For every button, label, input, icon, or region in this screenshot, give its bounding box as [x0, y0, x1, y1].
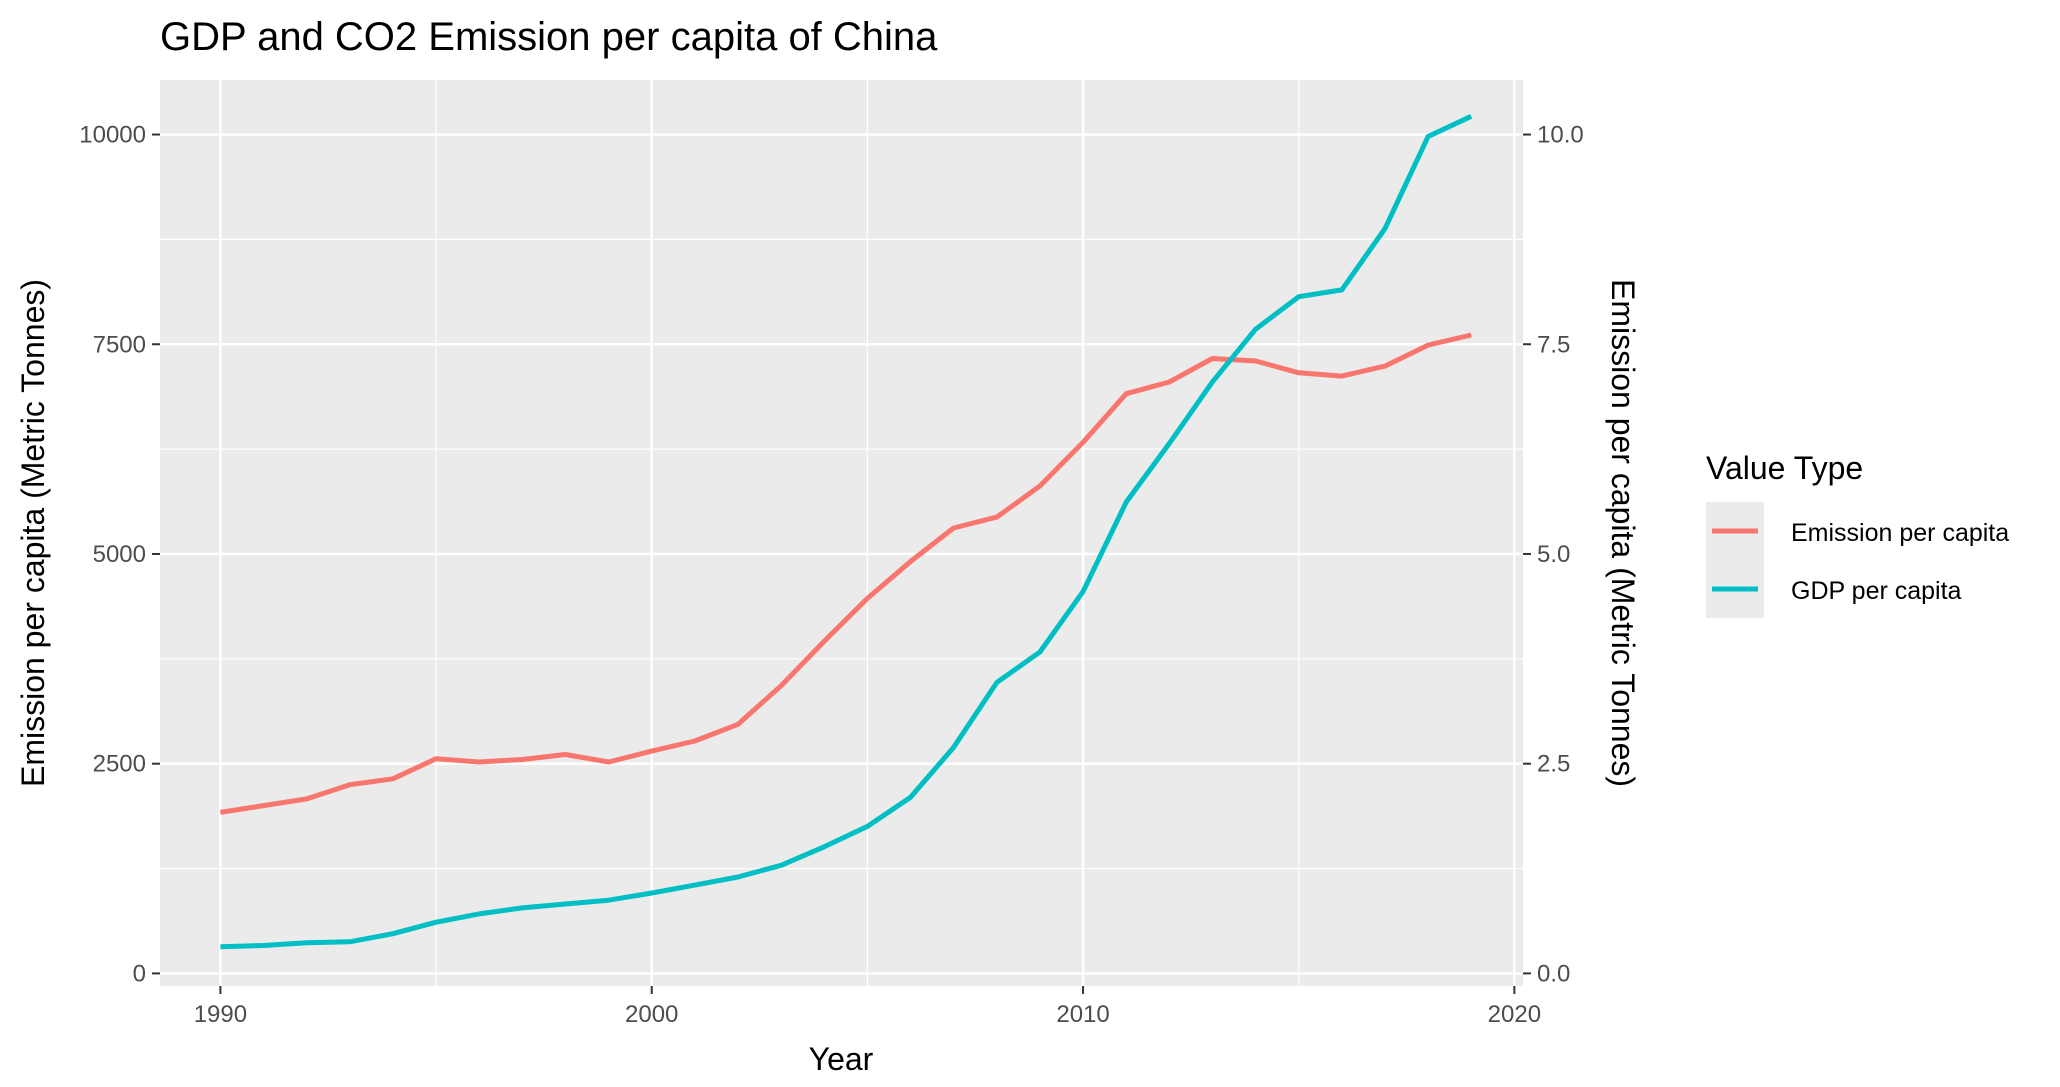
x-axis-title: Year — [809, 1041, 874, 1077]
y-tick-label: 7500 — [93, 331, 146, 358]
grid-major — [160, 80, 1523, 986]
y-tick-label: 2500 — [93, 751, 146, 778]
x-tick-label: 1990 — [194, 1001, 247, 1028]
series-line-gdp — [220, 114, 1473, 950]
y2-tick-label: 5.0 — [1537, 541, 1570, 568]
legend-label-gdp: GDP per capita — [1791, 577, 1962, 605]
x-tick-label: 2000 — [625, 1001, 678, 1028]
y-axis-left: 0 2500 5000 7500 10000 — [79, 122, 160, 987]
y2-tick-label: 0.0 — [1537, 960, 1570, 987]
legend-label-emission: Emission per capita — [1791, 519, 2009, 547]
x-tick-label: 2010 — [1056, 1001, 1109, 1028]
y-axis-title: Emission per capita (Metric Tonnes) — [15, 279, 51, 787]
y2-tick-label: 2.5 — [1537, 751, 1570, 778]
x-tick-label: 2020 — [1488, 1001, 1541, 1028]
chart-title: GDP and CO2 Emission per capita of China — [160, 15, 938, 59]
y-tick-label: 0 — [133, 960, 146, 987]
y-tick-label: 5000 — [93, 541, 146, 568]
y-axis-right: 0.0 2.5 5.0 7.5 10.0 — [1523, 122, 1584, 987]
y2-tick-label: 10.0 — [1537, 122, 1584, 149]
plot-panel — [160, 80, 1523, 986]
legend-title: Value Type — [1706, 450, 1863, 486]
series-layer — [220, 114, 1473, 950]
y2-axis-title: Emission per capita (Metric Tonnes) — [1605, 279, 1641, 787]
series-line-emission — [220, 332, 1472, 815]
legend: Value Type Emission per capita GDP per c… — [1706, 450, 2009, 618]
grid-minor — [160, 80, 1523, 986]
x-axis: 1990 2000 2010 2020 — [194, 986, 1541, 1028]
y2-tick-label: 7.5 — [1537, 331, 1570, 358]
y-tick-label: 10000 — [79, 122, 146, 149]
